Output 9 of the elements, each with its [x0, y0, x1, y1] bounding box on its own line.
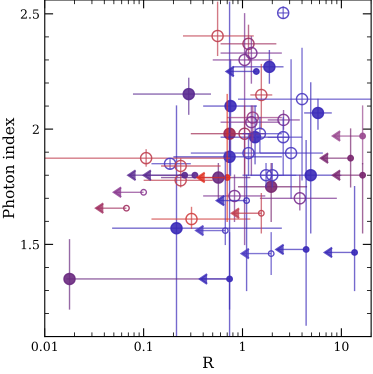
x-tick-label: 0.01 [32, 342, 57, 352]
y-axis-title: Photon index [2, 118, 14, 218]
y-tick-label: 2 [32, 124, 39, 134]
y-tick-label: 2.5 [20, 9, 39, 19]
x-tick-label: 0.1 [134, 342, 152, 352]
y-tick-label: 1.5 [22, 240, 39, 250]
x-tick-label: 10 [334, 342, 348, 352]
x-axis-title: R [203, 356, 214, 368]
x-tick-label: 1 [240, 342, 245, 351]
